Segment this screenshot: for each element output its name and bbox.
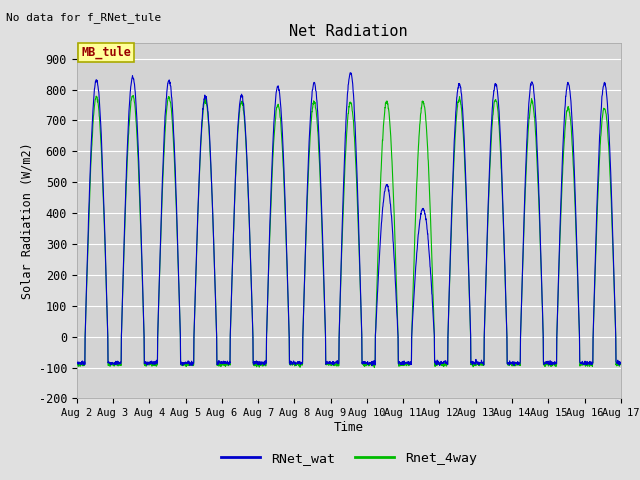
Line: Rnet_4way: Rnet_4way xyxy=(77,96,621,368)
Rnet_4way xyxy=(377,177,385,183)
RNet_wat xyxy=(225,362,232,368)
Rnet_4way xyxy=(371,365,378,371)
Text: No data for f_RNet_tule: No data for f_RNet_tule xyxy=(6,12,162,23)
Rnet_4way xyxy=(129,93,137,98)
Y-axis label: Solar Radiation (W/m2): Solar Radiation (W/m2) xyxy=(20,143,33,299)
RNet_wat xyxy=(377,232,385,238)
Rnet_4way xyxy=(225,361,232,367)
Legend: RNet_wat, Rnet_4way: RNet_wat, Rnet_4way xyxy=(216,446,482,470)
RNet_wat xyxy=(617,361,625,367)
RNet_wat xyxy=(346,70,354,76)
Rnet_4way xyxy=(73,360,81,366)
RNet_wat xyxy=(570,138,577,144)
Line: RNet_wat: RNet_wat xyxy=(77,73,621,366)
Rnet_4way xyxy=(570,161,577,167)
Rnet_4way xyxy=(584,362,592,368)
RNet_wat xyxy=(368,363,376,369)
RNet_wat xyxy=(584,360,592,366)
Rnet_4way xyxy=(365,361,372,367)
Text: MB_tule: MB_tule xyxy=(81,46,131,59)
Rnet_4way xyxy=(508,361,515,367)
Title: Net Radiation: Net Radiation xyxy=(289,24,408,39)
RNet_wat xyxy=(365,360,372,366)
X-axis label: Time: Time xyxy=(334,421,364,434)
RNet_wat xyxy=(508,360,515,365)
Rnet_4way xyxy=(617,360,625,366)
RNet_wat xyxy=(73,359,81,364)
